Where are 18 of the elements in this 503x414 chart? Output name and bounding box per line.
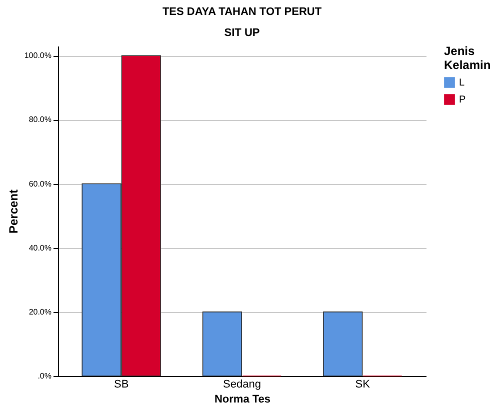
x-tick-label: SB	[114, 378, 129, 390]
y-tick-label: 20.0%	[28, 307, 52, 316]
legend-label: P	[459, 94, 466, 106]
bar	[323, 312, 363, 376]
legend-label: L	[459, 78, 465, 88]
y-tick-label: 60.0%	[28, 179, 52, 188]
legend-title: Jenis Kelamin	[444, 44, 491, 72]
x-tick-label: Sedang	[223, 378, 261, 390]
x-axis-title: Norma Tes	[214, 394, 271, 406]
y-tick-label: .0%	[38, 372, 52, 380]
bar	[202, 312, 242, 376]
y-tick-label: 100.0%	[24, 51, 52, 60]
chart-title: TES DAYA TAHAN TOT PERUT	[162, 6, 322, 18]
y-axis-title: Percent	[6, 189, 20, 234]
chart-subtitle: SIT UP	[224, 27, 260, 39]
x-tick-label: SK	[355, 378, 371, 390]
y-tick-label: 80.0%	[28, 115, 52, 124]
y-tick-label: 40.0%	[28, 243, 52, 252]
